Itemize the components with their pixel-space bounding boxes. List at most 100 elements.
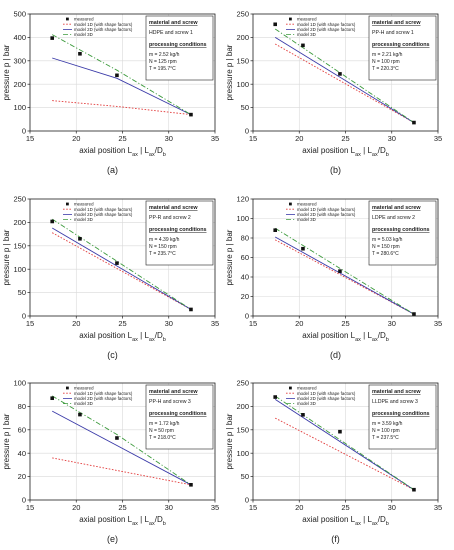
x-label-part: | L	[138, 331, 150, 340]
x-tick-label: 15	[26, 134, 34, 143]
y-tick-label: 250	[13, 195, 26, 204]
legend-label: model 1D (with shape factors)	[297, 207, 356, 212]
legend-label: measured	[74, 17, 94, 22]
x-label-part: axial position L	[79, 515, 132, 524]
info-heading-material: material and screw	[372, 20, 421, 26]
x-label-part: axial position L	[302, 331, 355, 340]
panel-label: (d)	[330, 350, 341, 360]
condition-text: m = 2.52 kg/h	[149, 52, 180, 58]
series-line-dashdot	[51, 34, 192, 115]
y-tick-label: 100	[236, 449, 249, 458]
x-tick-label: 25	[341, 503, 349, 512]
panel-label: (a)	[107, 165, 118, 175]
info-heading-conditions: processing conditions	[149, 42, 207, 48]
series-line-dotted	[52, 100, 191, 116]
y-tick-label: 200	[236, 402, 249, 411]
y-tick-label: 100	[13, 379, 26, 388]
legend-label: model 2D (with shape factors)	[297, 396, 356, 401]
legend-label: model 3D	[74, 32, 93, 37]
condition-text: T = 195.7°C	[149, 66, 176, 72]
condition-text: m = 1.72 kg/h	[149, 421, 180, 427]
legend-label: model 1D (with shape factors)	[74, 22, 133, 27]
series-line-solid	[51, 227, 192, 310]
y-axis-label: pressure p | bar	[2, 44, 11, 100]
info-heading-material: material and screw	[149, 389, 198, 395]
legend-label: measured	[297, 386, 317, 391]
measured-point	[189, 482, 193, 487]
measured-point	[412, 312, 416, 316]
y-tick-label: 40	[241, 273, 249, 282]
x-tick-label: 25	[118, 319, 126, 328]
material-screw-text: PP-H and screw 3	[149, 399, 191, 405]
measured-point	[115, 73, 119, 78]
measured-point	[189, 307, 193, 312]
series-line-dashdot	[274, 28, 415, 123]
measured-point	[50, 396, 54, 401]
y-tick-label: 50	[241, 472, 249, 481]
legend-label: model 2D (with shape factors)	[297, 212, 356, 217]
legend-swatch-measured	[66, 386, 69, 390]
x-label-part: | L	[361, 515, 373, 524]
x-label-part: | L	[361, 331, 373, 340]
x-tick-label: 15	[26, 319, 34, 328]
info-box: material and screw LDPE and screw 2 proces…	[368, 200, 437, 266]
x-axis-label: axial position Lax | Lax/Db	[302, 146, 389, 158]
x-label-subscript: ax	[372, 337, 378, 343]
x-label-subscript: ax	[149, 152, 155, 158]
series-line-dashdot	[274, 227, 415, 315]
y-tick-label: 150	[13, 241, 26, 250]
x-label-subscript: b	[386, 152, 389, 158]
y-tick-label: 40	[18, 449, 26, 458]
legend-swatch-measured	[289, 202, 292, 206]
x-axis-label: axial position Lax | Lax/Db	[302, 331, 389, 343]
legend-swatch-measured	[289, 386, 292, 390]
measured-point	[338, 429, 342, 434]
x-tick-label: 15	[249, 319, 257, 328]
x-axis-label: axial position Lax | Lax/Db	[79, 331, 166, 343]
y-tick-label: 400	[13, 33, 26, 42]
y-tick-label: 250	[236, 10, 249, 19]
legend-label: model 1D (with shape factors)	[74, 207, 133, 212]
condition-text: T = 220.3°C	[372, 66, 399, 72]
legend-label: model 3D	[74, 217, 93, 222]
y-tick-label: 200	[236, 33, 249, 42]
panel-label: (e)	[107, 534, 118, 544]
plot-frame	[29, 13, 216, 132]
x-tick-label: 30	[388, 319, 396, 328]
legend-label: model 1D (with shape factors)	[297, 22, 356, 27]
x-label-subscript: ax	[132, 337, 138, 343]
x-tick-label: 30	[165, 319, 173, 328]
material-screw-text: PP-R and screw 2	[149, 215, 191, 221]
y-tick-label: 0	[22, 312, 26, 321]
x-label-subscript: ax	[372, 521, 378, 527]
x-label-part: /D	[155, 515, 163, 524]
y-tick-label: 50	[18, 288, 26, 297]
x-axis-label: axial position Lax | Lax/Db	[302, 515, 389, 527]
material-screw-text: HDPE and screw 1	[149, 30, 193, 36]
info-box: material and screw PP-R and screw 2 proces…	[145, 200, 214, 266]
plot-frame	[252, 382, 439, 501]
condition-text: m = 4.39 kg/h	[149, 237, 180, 243]
measured-point	[301, 413, 305, 417]
x-label-subscript: ax	[355, 337, 361, 343]
x-tick-label: 35	[211, 503, 219, 512]
x-tick-label: 20	[295, 134, 303, 143]
measured-point	[78, 236, 82, 241]
condition-text: T = 237.5°C	[372, 435, 399, 441]
y-tick-label: 0	[245, 127, 249, 136]
info-heading-conditions: processing conditions	[149, 227, 207, 233]
y-tick-label: 150	[236, 56, 249, 65]
x-tick-label: 35	[211, 319, 219, 328]
y-tick-label: 300	[13, 56, 26, 65]
condition-text: T = 280.6°C	[372, 251, 399, 257]
x-tick-label: 20	[295, 503, 303, 512]
info-box: material and screw HDPE and screw 1 proces…	[145, 15, 214, 81]
plot-frame	[29, 198, 216, 317]
x-tick-label: 25	[341, 134, 349, 143]
measured-point	[273, 228, 277, 232]
measured-point	[78, 51, 82, 56]
